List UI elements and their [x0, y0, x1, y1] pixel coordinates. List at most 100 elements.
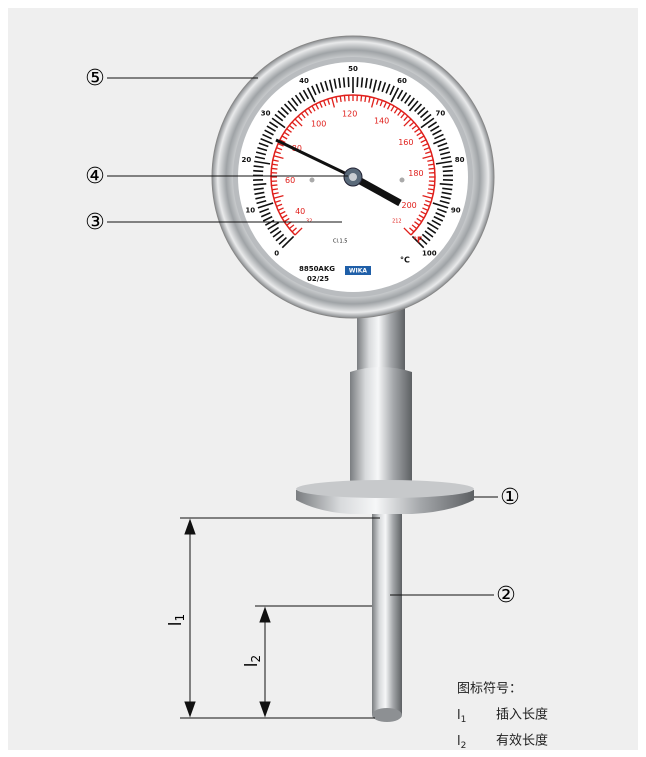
- scale-tick: [428, 167, 435, 170]
- scale-tick: [319, 82, 325, 93]
- scale-tick: [280, 106, 289, 115]
- scale-tick: [426, 226, 437, 234]
- scale-tick: [427, 188, 435, 191]
- scale-tick: [426, 221, 439, 230]
- scale-tick: [275, 233, 285, 242]
- scale-tick: [414, 221, 420, 226]
- scale-tick: [420, 117, 435, 129]
- scale-tick: [274, 151, 281, 155]
- scale-tick: [364, 77, 368, 89]
- scale-tick: [375, 98, 379, 105]
- celsius-label: 80: [455, 156, 465, 164]
- scale-tick: [422, 143, 429, 147]
- scale-tick: [403, 115, 409, 121]
- celsius-label: 40: [299, 77, 309, 85]
- celsius-label: 90: [451, 206, 461, 214]
- scale-tick: [331, 97, 335, 108]
- scale-tick: [300, 112, 306, 119]
- legend-symbol: l1: [457, 708, 466, 725]
- celsius-label: 30: [261, 110, 271, 118]
- scale-tick: [264, 219, 275, 226]
- pointer: [275, 138, 354, 179]
- scale-tick: [400, 92, 408, 102]
- scale-tick: [276, 147, 283, 151]
- scale-tick: [411, 224, 418, 230]
- scale-tick: [274, 199, 281, 203]
- scale-tick: [390, 105, 395, 112]
- scale-tick: [271, 184, 278, 187]
- scale-tick: [397, 110, 402, 116]
- scale-tick: [283, 103, 292, 112]
- scale-tick: [422, 195, 433, 199]
- scale-tick: [288, 224, 295, 230]
- scale-tick: [403, 118, 412, 127]
- scale-tick: [433, 215, 444, 222]
- scale-tick: [268, 121, 279, 129]
- scale-tick: [420, 210, 427, 215]
- symbol: l: [457, 708, 461, 723]
- scale-tick: [442, 187, 453, 191]
- scale-tick: [273, 155, 284, 159]
- screw: [399, 177, 405, 183]
- scale-tick: [307, 107, 313, 114]
- scale-tick: [283, 131, 290, 137]
- scale-tick: [279, 210, 286, 215]
- scale-tick: [442, 169, 453, 173]
- accuracy-class: Cl.1.5: [333, 239, 347, 245]
- scale-tick: [408, 100, 419, 112]
- scale-tick: [342, 77, 346, 88]
- scale-tick: [264, 129, 274, 136]
- dimension-label: l1: [166, 614, 187, 626]
- celsius-label: 70: [435, 110, 445, 118]
- scale-tick: [386, 103, 391, 110]
- scale-tick: [427, 159, 434, 162]
- scale-tick: [277, 207, 284, 211]
- brand-box: [345, 266, 371, 275]
- scale-tick: [435, 160, 452, 165]
- scale-tick: [267, 221, 280, 230]
- callout: ③: [85, 210, 105, 235]
- scale-tick: [254, 191, 265, 195]
- scale-tick: [422, 113, 432, 122]
- scale-tick: [427, 121, 438, 129]
- scale-tick: [283, 217, 290, 223]
- fahrenheit-label: 200: [401, 201, 416, 210]
- scale-tick: [409, 121, 415, 127]
- scale-tick: [258, 142, 269, 148]
- scale-tick: [279, 139, 286, 144]
- scale-tick: [411, 124, 418, 130]
- scale-tick: [364, 95, 367, 103]
- scale-tick: [304, 110, 309, 116]
- legend-symbol: l2: [457, 734, 466, 751]
- scale-tick: [423, 147, 430, 151]
- subscript: 2: [461, 741, 467, 751]
- scale-tick: [272, 192, 279, 195]
- scale-tick: [253, 187, 264, 191]
- scale-tick: [439, 199, 450, 205]
- fahrenheit-label: 100: [311, 120, 326, 129]
- scale-tick: [377, 80, 382, 91]
- scale-tick: [253, 183, 267, 186]
- scale-tick: [277, 110, 287, 119]
- scale-tick: [416, 217, 423, 223]
- scale-tick: [257, 146, 268, 152]
- scale-tick: [441, 191, 452, 195]
- scale-tick: [254, 160, 271, 165]
- scale-tick: [277, 143, 284, 147]
- scale-tick: [423, 203, 430, 207]
- scale-tick: [327, 98, 331, 105]
- scale-tick: [438, 146, 449, 152]
- scale-tick: [266, 125, 276, 132]
- scale-tick: [439, 183, 453, 186]
- scale-arc: [270, 94, 436, 236]
- scale-tick: [393, 107, 399, 114]
- scale-tick: [383, 101, 387, 108]
- scale-tick: [294, 227, 303, 236]
- scale-tick: [379, 100, 383, 107]
- scale-tick: [278, 236, 287, 245]
- scale-tick: [272, 159, 279, 162]
- scale-tick: [418, 135, 425, 140]
- fahrenheit-label: 40: [295, 207, 305, 216]
- scale-tick: [294, 94, 302, 104]
- celsius-label: 60: [397, 77, 407, 85]
